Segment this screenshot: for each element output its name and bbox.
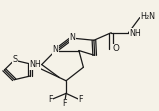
Text: H₂N: H₂N: [141, 12, 156, 21]
Text: NH: NH: [29, 60, 41, 69]
Text: NH: NH: [129, 29, 141, 38]
Text: N: N: [53, 46, 59, 55]
Text: F: F: [48, 95, 52, 104]
Text: O: O: [112, 44, 119, 53]
Text: S: S: [12, 55, 18, 64]
Text: F: F: [78, 95, 83, 104]
Text: F: F: [62, 99, 67, 108]
Text: N: N: [69, 33, 75, 42]
